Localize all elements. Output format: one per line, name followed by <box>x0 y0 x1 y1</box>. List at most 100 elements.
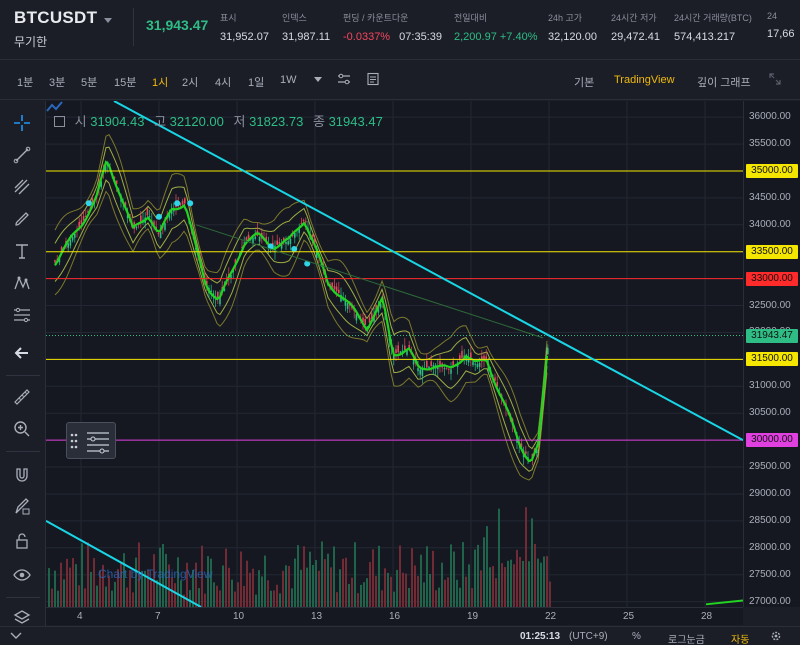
volume-bar <box>420 554 422 607</box>
unlock-icon <box>16 533 28 549</box>
lock-edit-icon <box>15 498 30 515</box>
volume-bar <box>300 569 302 607</box>
chart-document-icon[interactable] <box>366 72 380 86</box>
fib-tool[interactable] <box>10 175 34 199</box>
fullscreen-icon[interactable] <box>768 72 782 86</box>
time-axis[interactable]: 4 7 10 13 16 19 22 25 28 <box>46 607 743 625</box>
timeframe-2h[interactable]: 2시 <box>182 77 199 89</box>
ruler-lines-tool[interactable] <box>10 303 34 327</box>
volume-bar <box>342 558 344 607</box>
timeframe-15m[interactable]: 15분 <box>114 77 137 89</box>
stat-value-row: -0.0337% 07:35:39 <box>343 31 442 43</box>
lock-edit-tool[interactable] <box>10 495 34 519</box>
volume-bar <box>417 576 419 607</box>
price-axis[interactable]: 36000.00 35500.00 34500.00 34000.00 33000.00… <box>743 101 800 607</box>
volume-bar <box>516 549 518 607</box>
volume-bar <box>177 557 179 607</box>
visibility-tool[interactable] <box>10 563 34 587</box>
timeframe-5m[interactable]: 5분 <box>81 77 98 89</box>
trend-line-tool[interactable] <box>10 143 34 167</box>
stat-mark-price: 표시 31,952.07 <box>220 11 269 43</box>
volume-bar <box>132 592 134 607</box>
tool-divider <box>6 451 40 452</box>
crosshair-tool[interactable] <box>10 111 34 135</box>
trend-line-icon <box>13 146 31 164</box>
timeframe-1h[interactable]: 1시 <box>152 77 169 89</box>
text-tool[interactable] <box>10 239 34 263</box>
candle-body <box>278 242 281 245</box>
view-tradingview[interactable]: TradingView <box>614 74 675 86</box>
volume-bar <box>327 553 329 607</box>
chart-canvas[interactable] <box>46 101 743 607</box>
volume-bar <box>147 570 149 607</box>
arrow-left-tool[interactable] <box>10 341 34 365</box>
candle-body <box>60 247 63 253</box>
signal-dot <box>85 200 92 207</box>
price-tag: 30000.00 <box>746 433 798 448</box>
layers-tool[interactable] <box>10 605 34 629</box>
stat-funding: 펀딩 / 카운트다운 -0.0337% 07:35:39 <box>343 11 442 43</box>
view-basic[interactable]: 기본 <box>574 77 595 89</box>
volume-bar <box>186 562 188 607</box>
symbol-name[interactable]: BTCUSDT <box>14 8 98 27</box>
price-tag: 35000.00 <box>746 163 798 178</box>
close-value: 31943.47 <box>328 114 383 129</box>
timeframe-1d[interactable]: 1일 <box>248 77 265 89</box>
zoom-tool[interactable] <box>10 417 34 441</box>
volume-bar <box>432 550 434 607</box>
candle-body <box>344 300 347 306</box>
pattern-tool[interactable] <box>10 271 34 295</box>
indicator-settings-icon[interactable] <box>337 72 351 86</box>
high-value: 32120.00 <box>169 114 224 129</box>
timeframe-1m[interactable]: 1분 <box>17 77 34 89</box>
volume-bar <box>474 549 476 607</box>
last-price: 31,943.47 <box>146 17 209 33</box>
unlock-tool[interactable] <box>10 529 34 553</box>
volume-bar <box>339 569 341 607</box>
price-chart[interactable]: 시 31904.43 고 32120.00 저 31823.73 종 31943… <box>46 101 743 607</box>
volume-bar <box>357 593 359 607</box>
candle-body <box>280 243 283 249</box>
timezone-selector[interactable]: (UTC+9) <box>569 631 608 642</box>
time-tick: 25 <box>623 611 635 622</box>
collapse-chevron-icon[interactable] <box>10 631 22 641</box>
percent-scale-toggle[interactable]: % <box>632 631 641 642</box>
volume-bar <box>363 582 365 607</box>
brush-tool[interactable] <box>10 207 34 231</box>
symbol-dropdown-icon[interactable] <box>104 18 112 23</box>
price-tick: 27000.00 <box>749 595 791 607</box>
volume-bar <box>192 569 194 607</box>
candle-body <box>305 221 307 223</box>
candle-body <box>437 365 439 370</box>
magnet-tool[interactable] <box>10 463 34 487</box>
timeframe-1w[interactable]: 1W <box>280 74 297 86</box>
candle-body <box>432 365 435 368</box>
volume-bar <box>408 588 410 607</box>
candle-body <box>179 203 182 206</box>
view-depth[interactable]: 깊이 그래프 <box>697 77 751 89</box>
volume-bar <box>303 546 305 607</box>
volume-bar <box>456 579 458 607</box>
volume-bar <box>243 585 245 607</box>
volume-bar <box>429 573 431 607</box>
timeframe-3m[interactable]: 3분 <box>49 77 66 89</box>
candle-body <box>247 234 250 240</box>
volume-bar <box>108 575 110 607</box>
log-scale-toggle[interactable]: 로그눈금 <box>668 635 705 645</box>
timeframe-4h[interactable]: 4시 <box>215 77 232 89</box>
candle-body <box>243 242 245 244</box>
object-tree-button[interactable] <box>66 422 116 459</box>
volume-bar <box>144 570 146 607</box>
candle-body <box>494 377 496 382</box>
legend-toggle-icon[interactable] <box>54 116 65 127</box>
indicator-band <box>54 190 548 481</box>
timeframe-dropdown-icon[interactable] <box>314 77 322 82</box>
time-tick: 16 <box>389 611 401 622</box>
candle-body <box>439 360 441 367</box>
auto-scale-toggle[interactable]: 자동 <box>731 635 750 645</box>
signal-dot <box>187 200 194 207</box>
measure-tool[interactable] <box>10 385 34 409</box>
candle-body <box>302 220 305 222</box>
settings-gear-icon[interactable] <box>770 630 782 642</box>
price-tag: 33000.00 <box>746 271 798 286</box>
